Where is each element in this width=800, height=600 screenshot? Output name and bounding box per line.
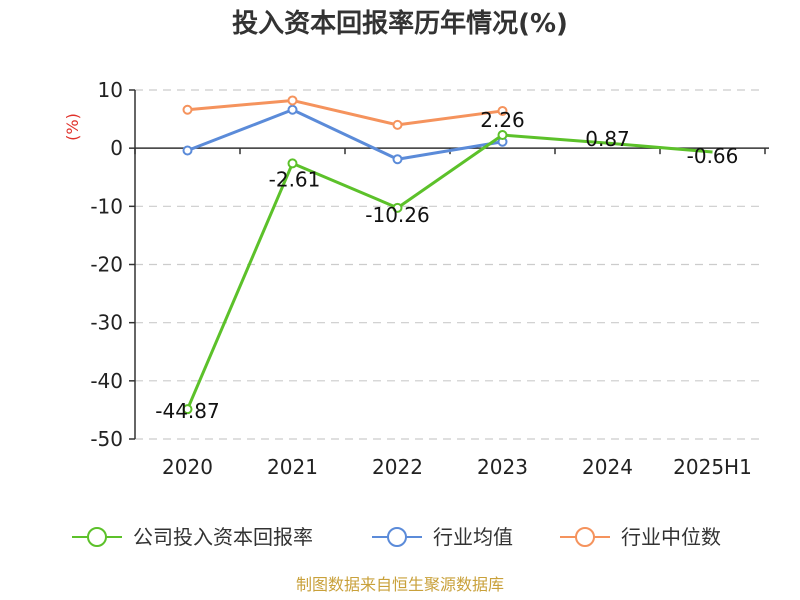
data-point	[392, 119, 403, 130]
y-tick-label: 0	[110, 136, 123, 160]
x-tick-label: 2020	[162, 455, 213, 479]
y-tick-label: 10	[98, 78, 123, 102]
series-line	[186, 108, 503, 161]
chart-title: 投入资本回报率历年情况(%)	[232, 8, 568, 39]
data-label: -44.87	[155, 399, 219, 423]
legend-label: 公司投入资本回报率	[133, 525, 313, 549]
data-point	[392, 202, 403, 213]
legend-label: 行业中位数	[621, 525, 721, 549]
x-tick-label: 2023	[477, 455, 528, 479]
data-point	[287, 95, 298, 106]
y-tick-label: -20	[90, 253, 123, 277]
data-label: 2.26	[480, 108, 525, 132]
y-tick-label: -30	[90, 311, 123, 335]
x-tick-label: 2021	[267, 455, 318, 479]
source-note: 制图数据来自恒生聚源数据库	[296, 575, 504, 594]
y-tick-label: -10	[90, 194, 123, 218]
y-axis-unit: (%)	[63, 113, 82, 141]
data-point	[287, 158, 298, 169]
data-point	[287, 104, 298, 115]
legend: 公司投入资本回报率 行业均值 行业中位数	[72, 525, 721, 549]
legend-marker	[87, 527, 107, 547]
legend-label: 行业均值	[433, 525, 513, 549]
x-tick-label: 2025H1	[673, 455, 752, 479]
axes: 10 0 -10 -20 -30 -40 -50 2020 2021 2022 2023 2024 20…	[90, 78, 769, 479]
data-point	[182, 404, 193, 415]
data-point	[497, 130, 508, 141]
y-tick-label: -40	[90, 369, 123, 393]
series-line	[187, 98, 503, 127]
data-label: -0.66	[687, 144, 739, 168]
legend-marker	[387, 527, 407, 547]
y-tick-label: -50	[90, 427, 123, 451]
data-label: 0.87	[585, 127, 630, 151]
legend-marker	[575, 527, 595, 547]
data-point	[392, 154, 403, 165]
x-tick-label: 2024	[582, 455, 633, 479]
data-point	[497, 105, 508, 116]
series-group	[182, 95, 713, 415]
x-tick-label: 2022	[372, 455, 423, 479]
data-point	[182, 104, 193, 115]
data-label: -10.26	[365, 203, 429, 227]
data-point	[182, 145, 193, 156]
grid-lines	[135, 89, 765, 440]
data-label: -2.61	[269, 167, 321, 191]
series-line	[186, 133, 713, 410]
data-labels: -44.87 -2.61 -10.26 2.26 0.87 -0.66	[155, 108, 738, 423]
